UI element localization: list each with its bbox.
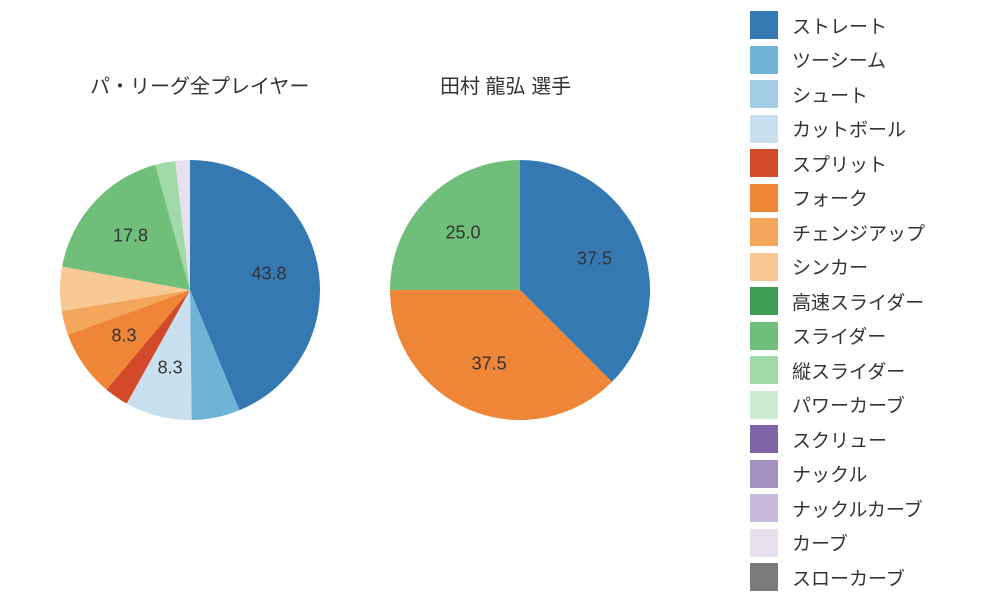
- pie-slice-label: 17.8: [113, 225, 148, 246]
- legend-swatch: [750, 287, 778, 315]
- legend-swatch: [750, 425, 778, 453]
- legend-item: ナックル: [750, 457, 980, 492]
- legend-label: スプリット: [792, 150, 887, 177]
- legend-swatch: [750, 184, 778, 212]
- legend-label: シンカー: [792, 253, 868, 280]
- legend-item: フォーク: [750, 181, 980, 216]
- legend-label: 高速スライダー: [792, 288, 924, 315]
- legend-swatch: [750, 529, 778, 557]
- chart-title-player: 田村 龍弘 選手: [440, 70, 571, 99]
- legend-swatch: [750, 253, 778, 281]
- pie-slice-label: 8.3: [158, 358, 183, 379]
- legend-swatch: [750, 149, 778, 177]
- legend-item: スローカーブ: [750, 560, 980, 595]
- legend-swatch: [750, 356, 778, 384]
- legend-item: スライダー: [750, 319, 980, 354]
- legend-label: チェンジアップ: [792, 219, 925, 246]
- pie-slice-label: 25.0: [445, 223, 480, 244]
- legend-label: カットボール: [792, 115, 906, 142]
- legend-label: ストレート: [792, 12, 887, 39]
- legend-label: ナックルカーブ: [792, 495, 923, 522]
- pie-slice-label: 37.5: [577, 249, 612, 270]
- legend-swatch: [750, 46, 778, 74]
- legend-swatch: [750, 460, 778, 488]
- pie-slice-label: 8.3: [112, 326, 137, 347]
- legend-label: ツーシーム: [792, 46, 886, 73]
- legend-item: スプリット: [750, 146, 980, 181]
- legend-item: シュート: [750, 77, 980, 112]
- legend-swatch: [750, 563, 778, 591]
- legend-label: ナックル: [792, 460, 867, 487]
- chart-container: パ・リーグ全プレイヤー 43.8 8.3 8.3 17.8 田村 龍弘 選手 37.5…: [0, 0, 1000, 600]
- legend-item: ツーシーム: [750, 43, 980, 78]
- legend-label: スローカーブ: [792, 564, 905, 591]
- legend: ストレートツーシームシュートカットボールスプリットフォークチェンジアップシンカー…: [750, 8, 980, 595]
- legend-item: シンカー: [750, 250, 980, 285]
- legend-label: フォーク: [792, 184, 868, 211]
- legend-swatch: [750, 115, 778, 143]
- legend-swatch: [750, 322, 778, 350]
- legend-label: パワーカーブ: [792, 391, 905, 418]
- chart-title-league: パ・リーグ全プレイヤー: [90, 70, 309, 99]
- legend-item: チェンジアップ: [750, 215, 980, 250]
- legend-item: カーブ: [750, 526, 980, 561]
- legend-item: 高速スライダー: [750, 284, 980, 319]
- legend-item: ナックルカーブ: [750, 491, 980, 526]
- legend-item: スクリュー: [750, 422, 980, 457]
- legend-label: スクリュー: [792, 426, 887, 453]
- pie-chart-league: 43.8 8.3 8.3 17.8: [50, 150, 330, 430]
- legend-swatch: [750, 494, 778, 522]
- legend-swatch: [750, 11, 778, 39]
- legend-swatch: [750, 391, 778, 419]
- legend-item: カットボール: [750, 112, 980, 147]
- legend-label: 縦スライダー: [792, 357, 905, 384]
- pie-chart-player: 37.5 37.5 25.0: [380, 150, 660, 430]
- legend-item: 縦スライダー: [750, 353, 980, 388]
- legend-label: スライダー: [792, 322, 886, 349]
- pie-slice-label: 37.5: [472, 354, 507, 375]
- pie-slice-label: 43.8: [252, 264, 287, 285]
- legend-item: パワーカーブ: [750, 388, 980, 423]
- legend-swatch: [750, 218, 778, 246]
- legend-swatch: [750, 80, 778, 108]
- legend-label: カーブ: [792, 529, 848, 556]
- legend-item: ストレート: [750, 8, 980, 43]
- legend-label: シュート: [792, 81, 868, 108]
